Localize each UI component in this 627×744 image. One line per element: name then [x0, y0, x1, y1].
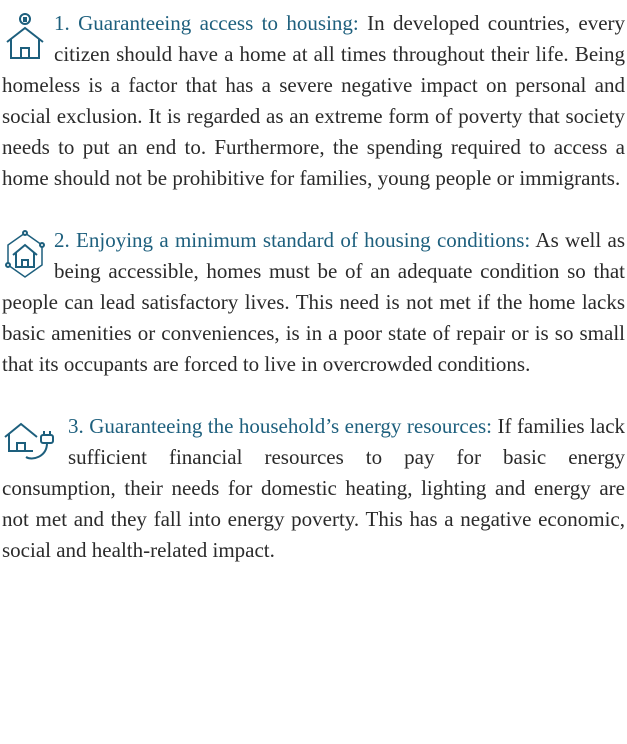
- item: 3. Guaranteeing the household’s energy r…: [2, 411, 625, 566]
- icon-house-energy: [2, 411, 62, 467]
- body: If families lack sufficient financial re…: [2, 414, 626, 562]
- item: 1. Guaranteeing access to housing: In de…: [2, 8, 625, 194]
- icon-house: [2, 8, 48, 64]
- document: 1. Guaranteeing access to housing: In de…: [2, 8, 625, 566]
- item: 2. Enjoying a minimum standard of housin…: [2, 225, 625, 380]
- icon-house-standard: [2, 225, 48, 281]
- heading: 2. Enjoying a minimum standard of housin…: [54, 228, 531, 252]
- body: In developed countries, every citizen sh…: [2, 11, 626, 190]
- body: As well as being accessible, homes must …: [2, 228, 625, 376]
- heading: 3. Guaranteeing the household’s energy r…: [68, 414, 493, 438]
- heading: 1. Guaranteeing access to housing:: [54, 11, 359, 35]
